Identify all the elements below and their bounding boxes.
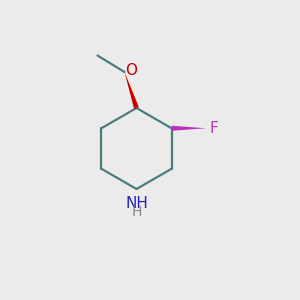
Text: O: O	[125, 63, 137, 78]
Text: H: H	[131, 205, 142, 219]
Text: F: F	[209, 121, 218, 136]
Polygon shape	[124, 72, 139, 109]
Text: NH: NH	[125, 196, 148, 211]
Polygon shape	[172, 126, 206, 131]
